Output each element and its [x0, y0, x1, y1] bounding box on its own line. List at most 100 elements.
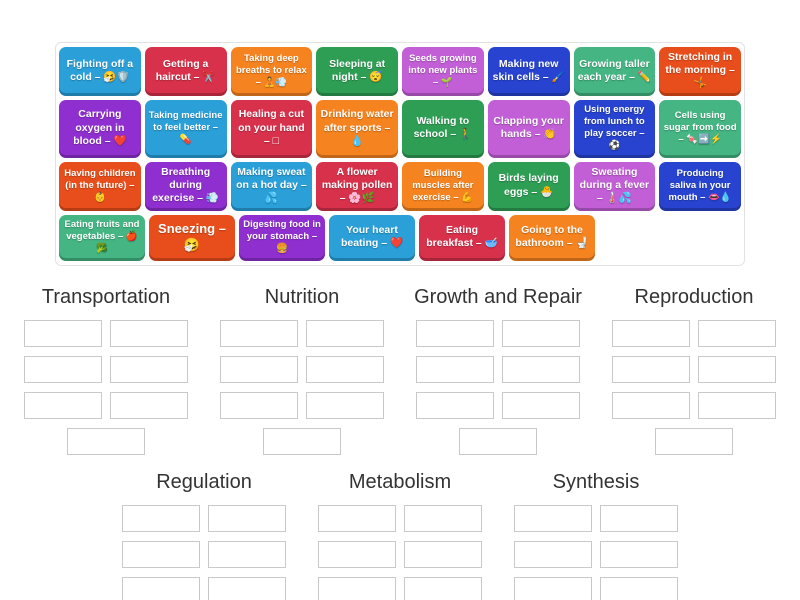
drop-slot[interactable]	[416, 391, 494, 419]
drop-slot[interactable]	[404, 504, 482, 532]
drop-slot[interactable]	[600, 540, 678, 568]
draggable-tile[interactable]: Seeds growing into new plants – 🌱	[402, 47, 484, 97]
drop-slot[interactable]	[502, 355, 580, 383]
drop-slot[interactable]	[263, 427, 341, 455]
tile-row: Carrying oxygen in blood – ❤️ Taking medi…	[59, 100, 741, 158]
drop-slot[interactable]	[514, 576, 592, 600]
draggable-tile[interactable]: Healing a cut on your hand – □	[230, 100, 313, 158]
category-group: Synthesis	[511, 471, 681, 600]
drop-slot[interactable]	[416, 355, 494, 383]
slot-grid	[24, 319, 188, 419]
slot-grid	[122, 504, 286, 600]
draggable-tile[interactable]: Birds laying eggs – 🐣	[487, 161, 570, 212]
draggable-tile[interactable]: Sneezing – 🤧	[149, 215, 235, 261]
slot-grid	[416, 319, 580, 419]
drop-slot[interactable]	[208, 504, 286, 532]
draggable-tile[interactable]: Digesting food in your stomach – 🍔	[239, 215, 325, 261]
drop-slot[interactable]	[600, 504, 678, 532]
drop-slot[interactable]	[416, 319, 494, 347]
drop-slot[interactable]	[110, 319, 188, 347]
category-title: Reproduction	[634, 285, 754, 308]
drop-slot[interactable]	[24, 391, 102, 419]
slot-grid	[220, 319, 384, 419]
draggable-tile[interactable]: Clapping your hands – 👏	[487, 100, 570, 158]
draggable-tile[interactable]: Walking to school – 🚶	[402, 100, 484, 158]
tile-row: Eating fruits and vegetables – 🍎🥦 Sneezin…	[59, 215, 741, 261]
category-group: Growth and Repair	[413, 286, 583, 455]
drop-slot[interactable]	[306, 391, 384, 419]
drop-slot[interactable]	[122, 540, 200, 568]
drop-slot[interactable]	[110, 355, 188, 383]
drop-slot[interactable]	[404, 576, 482, 600]
drop-slot[interactable]	[698, 391, 776, 419]
drop-slot[interactable]	[122, 576, 200, 600]
drop-slot[interactable]	[220, 355, 298, 383]
drop-slot[interactable]	[600, 576, 678, 600]
category-title: Regulation	[156, 470, 252, 493]
drop-slot[interactable]	[24, 355, 102, 383]
drop-slot[interactable]	[514, 540, 592, 568]
draggable-tile[interactable]: A flower making pollen – 🌸🌿	[316, 161, 398, 212]
drop-slot[interactable]	[220, 319, 298, 347]
draggable-tile[interactable]: Cells using sugar from food – 🍬➡️⚡	[659, 100, 741, 158]
drop-slot[interactable]	[67, 427, 145, 455]
drop-slot[interactable]	[612, 319, 690, 347]
drop-slot[interactable]	[306, 355, 384, 383]
tile-board: Fighting off a cold – 🤧🛡️ Getting a hairc…	[55, 42, 745, 266]
draggable-tile[interactable]: Getting a haircut – ✂️	[144, 47, 227, 97]
drop-slot[interactable]	[24, 319, 102, 347]
drop-slot[interactable]	[514, 504, 592, 532]
draggable-tile[interactable]: Fighting off a cold – 🤧🛡️	[59, 47, 141, 97]
category-group: Nutrition	[217, 286, 387, 455]
drop-slot[interactable]	[655, 427, 733, 455]
category-group: Metabolism	[315, 471, 485, 600]
draggable-tile[interactable]: Sleeping at night – 😴	[316, 47, 398, 97]
draggable-tile[interactable]: Having children (in the future) – 👶	[59, 161, 141, 212]
category-group: Transportation	[21, 286, 191, 455]
drop-slot[interactable]	[220, 391, 298, 419]
drop-slot[interactable]	[404, 540, 482, 568]
drop-slot[interactable]	[208, 540, 286, 568]
draggable-tile[interactable]: Making new skin cells – 🖌️	[487, 47, 570, 97]
category-row-1: Transportation Nutrition Growth and Repair…	[0, 286, 800, 455]
category-title: Transportation	[41, 285, 171, 308]
category-title: Growth and Repair	[414, 285, 582, 308]
draggable-tile[interactable]: Making sweat on a hot day – 💦	[230, 161, 313, 212]
slot-grid	[514, 504, 678, 600]
drop-slot[interactable]	[318, 576, 396, 600]
category-title: Synthesis	[552, 470, 640, 493]
draggable-tile[interactable]: Eating breakfast – 🥣	[419, 215, 505, 261]
draggable-tile[interactable]: Building muscles after exercise – 💪	[402, 161, 484, 212]
drop-slot[interactable]	[318, 540, 396, 568]
drop-slot[interactable]	[612, 391, 690, 419]
drop-slot[interactable]	[502, 319, 580, 347]
draggable-tile[interactable]: Your heart beating – ❤️	[329, 215, 415, 261]
draggable-tile[interactable]: Carrying oxygen in blood – ❤️	[59, 100, 141, 158]
draggable-tile[interactable]: Eating fruits and vegetables – 🍎🥦	[59, 215, 145, 261]
category-group: Regulation	[119, 471, 289, 600]
drop-slot[interactable]	[306, 319, 384, 347]
draggable-tile[interactable]: Taking medicine to feel better – 💊	[144, 100, 227, 158]
draggable-tile[interactable]: Drinking water after sports – 💧	[316, 100, 398, 158]
draggable-tile[interactable]: Sweating during a fever – 🌡️💦	[573, 161, 656, 212]
draggable-tile[interactable]: Breathing during exercise – 💨	[144, 161, 227, 212]
draggable-tile[interactable]: Stretching in the morning – 🤸	[659, 47, 741, 97]
tile-row: Having children (in the future) – 👶 Breat…	[59, 161, 741, 212]
drop-slot[interactable]	[459, 427, 537, 455]
draggable-tile[interactable]: Producing saliva in your mouth – 👄💧	[659, 161, 741, 212]
drop-slot[interactable]	[110, 391, 188, 419]
drop-slot[interactable]	[318, 504, 396, 532]
category-row-2: Regulation Metabolism Synthesis	[0, 471, 800, 600]
draggable-tile[interactable]: Going to the bathroom – 🚽	[509, 215, 595, 261]
drop-slot[interactable]	[698, 319, 776, 347]
draggable-tile[interactable]: Growing taller each year – ✏️	[573, 47, 656, 97]
draggable-tile[interactable]: Using energy from lunch to play soccer –…	[573, 100, 656, 158]
draggable-tile[interactable]: Taking deep breaths to relax – 🧘💨	[230, 47, 313, 97]
drop-slot[interactable]	[208, 576, 286, 600]
category-group: Reproduction	[609, 286, 779, 455]
drop-slot[interactable]	[502, 391, 580, 419]
slot-grid	[318, 504, 482, 600]
drop-slot[interactable]	[612, 355, 690, 383]
drop-slot[interactable]	[122, 504, 200, 532]
drop-slot[interactable]	[698, 355, 776, 383]
